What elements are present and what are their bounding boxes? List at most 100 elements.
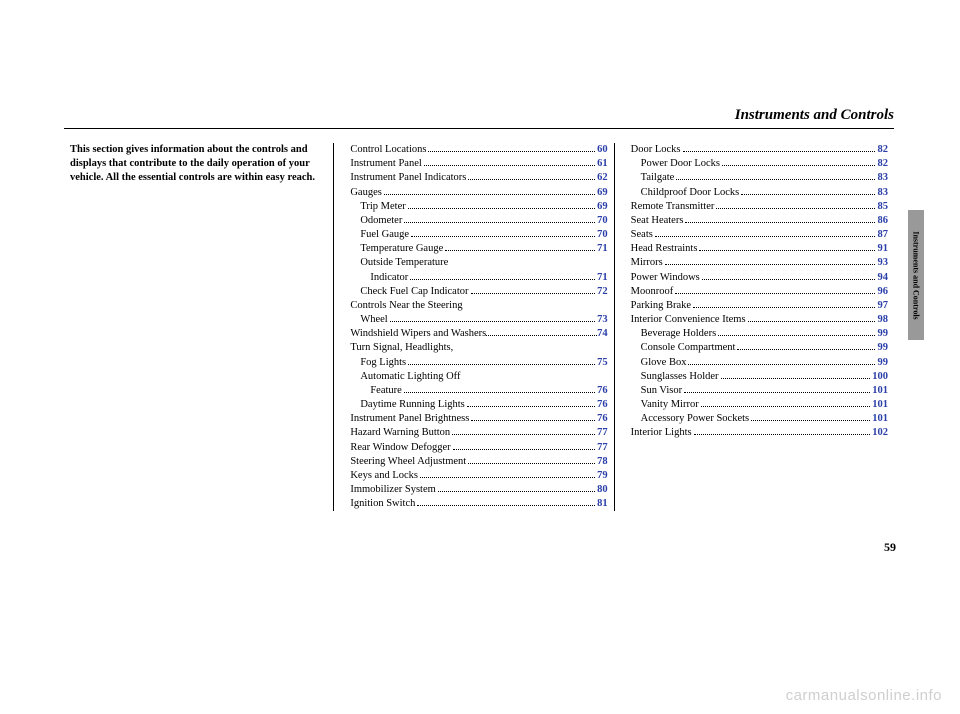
toc-page: 82 [877,143,888,157]
toc-row[interactable]: Tailgate83 [631,171,888,185]
toc-row[interactable]: Interior Lights102 [631,426,888,440]
toc-row[interactable]: Immobilizer System80 [350,483,607,497]
toc-dots [718,335,875,336]
toc-dots [684,392,870,393]
header-row: Instruments and Controls [64,100,894,128]
toc-label: Feature [350,384,402,398]
toc-row[interactable]: Sun Visor101 [631,384,888,398]
toc-dots [420,477,595,478]
toc-row[interactable]: Vanity Mirror101 [631,398,888,412]
toc-dots [748,321,876,322]
toc-dots [716,208,875,209]
toc-dots [452,434,595,435]
toc-row[interactable]: Temperature Gauge71 [350,242,607,256]
toc-dots [467,406,595,407]
toc-label: Indicator [350,271,408,285]
toc-row[interactable]: Instrument Panel Brightness76 [350,412,607,426]
toc-row[interactable]: Remote Transmitter85 [631,200,888,214]
toc-dots [468,463,595,464]
toc-label: Fog Lights [350,356,406,370]
toc-row[interactable]: Feature76 [350,384,607,398]
toc-label: Console Compartment [631,341,736,355]
toc-row[interactable]: Interior Convenience Items98 [631,313,888,327]
toc-dots [408,208,595,209]
toc-row[interactable]: Hazard Warning Button77 [350,426,607,440]
toc-page: 73 [597,313,608,327]
toc-row[interactable]: Fuel Gauge70 [350,228,607,242]
toc-label: Gauges [350,186,382,200]
toc-row[interactable]: Head Restraints91 [631,242,888,256]
chapter-title: Instruments and Controls [735,107,894,123]
toc-dots [655,236,876,237]
toc-label: Steering Wheel Adjustment [350,455,466,469]
toc-label: Ignition Switch [350,497,415,511]
toc-row[interactable]: Wheel73 [350,313,607,327]
toc-row[interactable]: Instrument Panel Indicators62 [350,171,607,185]
toc-row[interactable]: Fog Lights 75 [350,356,607,370]
toc-row[interactable]: Trip Meter69 [350,200,607,214]
toc-label: Vanity Mirror [631,398,699,412]
toc-dots [737,349,875,350]
side-tab: Instruments and Controls [908,210,924,340]
toc-row[interactable]: Check Fuel Cap Indicator72 [350,285,607,299]
toc-row[interactable]: Steering Wheel Adjustment 78 [350,455,607,469]
toc-row[interactable]: Power Windows94 [631,271,888,285]
toc-row[interactable]: Turn Signal, Headlights, [350,341,607,355]
toc-row[interactable]: Moonroof96 [631,285,888,299]
toc-label: Accessory Power Sockets [631,412,749,426]
toc-row[interactable]: Sunglasses Holder100 [631,370,888,384]
toc-label: Seat Heaters [631,214,684,228]
toc-row[interactable]: Daytime Running Lights76 [350,398,607,412]
toc-dots [722,165,876,166]
toc-dots [486,335,597,336]
toc-row[interactable]: Instrument Panel61 [350,157,607,171]
toc-row[interactable]: Automatic Lighting Off [350,370,607,384]
toc-page: 102 [872,426,888,440]
toc-row[interactable]: Controls Near the Steering [350,299,607,313]
toc-row[interactable]: Mirrors93 [631,256,888,270]
toc-row[interactable]: Accessory Power Sockets101 [631,412,888,426]
toc-label: Controls Near the Steering [350,299,462,313]
toc-row[interactable]: Windshield Wipers and Washers74 [350,327,607,341]
toc-dots [404,392,595,393]
toc-dots [411,236,595,237]
toc-page: 78 [597,455,608,469]
toc-row[interactable]: Door Locks82 [631,143,888,157]
columns: This section gives information about the… [64,143,894,511]
toc-page: 100 [872,370,888,384]
toc-page: 70 [597,228,608,242]
toc-page: 101 [872,384,888,398]
toc-row[interactable]: Keys and Locks79 [350,469,607,483]
intro-text: This section gives information about the… [70,143,327,186]
toc-row[interactable]: Gauges69 [350,186,607,200]
toc-page: 96 [877,285,888,299]
toc-label: Mirrors [631,256,663,270]
toc-row[interactable]: Seats87 [631,228,888,242]
toc-dots [410,279,595,280]
toc-label: Interior Convenience Items [631,313,746,327]
toc-page: 76 [597,398,608,412]
toc-row[interactable]: Control Locations60 [350,143,607,157]
toc-row[interactable]: Childproof Door Locks83 [631,186,888,200]
toc-page: 75 [597,356,608,370]
toc-row[interactable]: Odometer70 [350,214,607,228]
toc-row[interactable]: Glove Box99 [631,356,888,370]
toc-row[interactable]: Rear Window Defogger77 [350,441,607,455]
toc-row[interactable]: Indicator71 [350,271,607,285]
toc-page: 83 [877,171,888,185]
toc-page: 94 [877,271,888,285]
toc-row[interactable]: Beverage Holders99 [631,327,888,341]
toc-row[interactable]: Seat Heaters86 [631,214,888,228]
side-tab-text: Instruments and Controls [912,231,921,319]
toc-row[interactable]: Power Door Locks82 [631,157,888,171]
toc-row[interactable]: Console Compartment99 [631,341,888,355]
toc-dots [699,250,875,251]
toc-row[interactable]: Outside Temperature [350,256,607,270]
toc-dots [471,293,596,294]
toc-page: 72 [597,285,608,299]
toc-row[interactable]: Parking Brake97 [631,299,888,313]
toc-dots [751,420,870,421]
page-frame: Instruments and Controls This section gi… [64,100,894,580]
toc-row[interactable]: Ignition Switch81 [350,497,607,511]
toc-label: Rear Window Defogger [350,441,450,455]
